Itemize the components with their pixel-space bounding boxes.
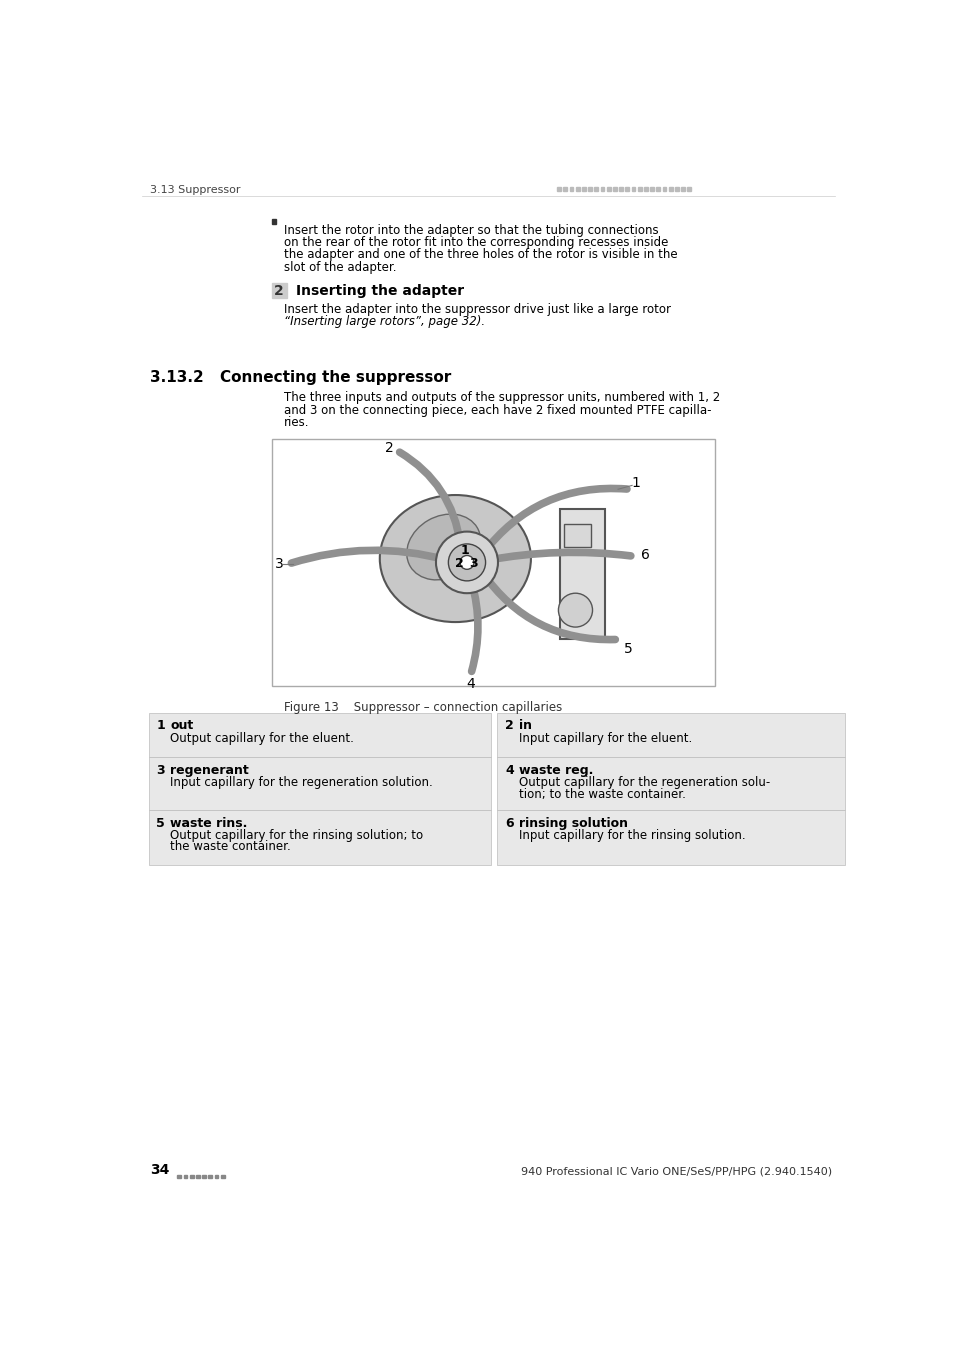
Circle shape (436, 532, 497, 593)
Bar (202, 1174, 206, 1179)
Bar (612, 188, 617, 192)
Bar (177, 1174, 181, 1179)
Bar (208, 1174, 212, 1179)
Bar (668, 188, 672, 192)
Text: 3.13.2: 3.13.2 (150, 370, 204, 385)
Text: Output capillary for the eluent.: Output capillary for the eluent. (171, 732, 354, 745)
Text: regenerant: regenerant (171, 764, 249, 778)
Bar (649, 188, 654, 192)
Text: 6: 6 (640, 548, 649, 562)
Bar (587, 188, 592, 192)
Text: 1: 1 (459, 544, 469, 558)
Bar (563, 524, 590, 547)
Bar (656, 188, 659, 192)
Bar (624, 188, 629, 192)
Text: 940 Professional IC Vario ONE/SeS/PP/HPG (2.940.1540): 940 Professional IC Vario ONE/SeS/PP/HPG… (520, 1166, 831, 1177)
Text: out: out (171, 720, 193, 733)
Text: in: in (518, 720, 532, 733)
Bar (599, 188, 604, 192)
Bar (680, 188, 684, 192)
Circle shape (448, 544, 485, 580)
Bar (497, 713, 843, 757)
Bar (686, 188, 691, 192)
Text: 2: 2 (274, 285, 284, 298)
Bar (631, 188, 635, 192)
Text: the adapter and one of the three holes of the rotor is visible in the: the adapter and one of the three holes o… (283, 248, 677, 262)
Bar (643, 188, 647, 192)
Circle shape (459, 555, 474, 570)
Bar (606, 188, 610, 192)
Bar (149, 810, 491, 865)
Bar (149, 713, 491, 757)
Text: 1: 1 (631, 477, 639, 490)
Text: rinsing solution: rinsing solution (518, 817, 627, 829)
Bar (575, 188, 579, 192)
Bar (149, 757, 491, 810)
Text: Output capillary for the rinsing solution; to: Output capillary for the rinsing solutio… (171, 829, 423, 842)
Text: Connecting the suppressor: Connecting the suppressor (220, 370, 451, 385)
Text: slot of the adapter.: slot of the adapter. (283, 261, 395, 274)
Bar (569, 188, 573, 192)
Bar (195, 1174, 199, 1179)
Ellipse shape (406, 514, 480, 580)
Bar (497, 757, 843, 810)
Text: 2: 2 (385, 441, 394, 455)
Text: 1: 1 (156, 720, 165, 733)
Text: 3.13 Suppressor: 3.13 Suppressor (150, 185, 240, 196)
Text: ries.: ries. (283, 416, 309, 429)
Bar (497, 810, 843, 865)
Text: 2: 2 (505, 720, 514, 733)
Bar (214, 1174, 218, 1179)
Bar (581, 188, 585, 192)
Bar (637, 188, 641, 192)
Bar (272, 284, 287, 298)
Text: Figure 13    Suppressor – connection capillaries: Figure 13 Suppressor – connection capill… (283, 701, 561, 714)
Bar (562, 188, 567, 192)
Bar (220, 1174, 224, 1179)
Bar (559, 509, 604, 640)
Text: on the rear of the rotor fit into the corresponding recesses inside: on the rear of the rotor fit into the co… (283, 236, 667, 248)
Bar (183, 1174, 187, 1179)
Bar (618, 188, 622, 192)
Text: 3: 3 (156, 764, 165, 778)
Text: 3: 3 (469, 556, 477, 570)
Text: Inserting the adapter: Inserting the adapter (295, 285, 463, 298)
Bar (272, 219, 275, 224)
Text: tion; to the waste container.: tion; to the waste container. (518, 788, 685, 801)
Ellipse shape (379, 495, 531, 622)
Text: 6: 6 (505, 817, 514, 829)
Text: 5: 5 (156, 817, 165, 829)
Text: 5: 5 (623, 641, 632, 656)
Text: 4: 4 (505, 764, 514, 778)
Text: and 3 on the connecting piece, each have 2 fixed mounted PTFE capilla-: and 3 on the connecting piece, each have… (283, 404, 710, 417)
Text: Output capillary for the regeneration solu-: Output capillary for the regeneration so… (518, 776, 770, 790)
Text: 34: 34 (150, 1162, 170, 1177)
Text: the waste container.: the waste container. (171, 840, 291, 853)
Text: 3: 3 (274, 558, 283, 571)
Circle shape (558, 593, 592, 628)
Bar (557, 188, 560, 192)
Bar (190, 1174, 193, 1179)
Bar (272, 439, 715, 686)
Text: waste rins.: waste rins. (171, 817, 248, 829)
Bar (661, 188, 666, 192)
Bar (594, 188, 598, 192)
Text: Input capillary for the rinsing solution.: Input capillary for the rinsing solution… (518, 829, 745, 842)
Bar (674, 188, 679, 192)
Text: 4: 4 (466, 678, 475, 691)
Text: Input capillary for the eluent.: Input capillary for the eluent. (518, 732, 692, 745)
Text: The three inputs and outputs of the suppressor units, numbered with 1, 2: The three inputs and outputs of the supp… (283, 392, 720, 405)
Text: Input capillary for the regeneration solution.: Input capillary for the regeneration sol… (171, 776, 433, 790)
Text: 2: 2 (455, 556, 463, 570)
Text: Insert the adapter into the suppressor drive just like a large rotor: Insert the adapter into the suppressor d… (283, 302, 674, 316)
Text: Insert the rotor into the adapter so that the tubing connections: Insert the rotor into the adapter so tha… (283, 224, 658, 236)
Text: waste reg.: waste reg. (518, 764, 593, 778)
Text: “Inserting large rotors”, page 32).: “Inserting large rotors”, page 32). (283, 316, 484, 328)
